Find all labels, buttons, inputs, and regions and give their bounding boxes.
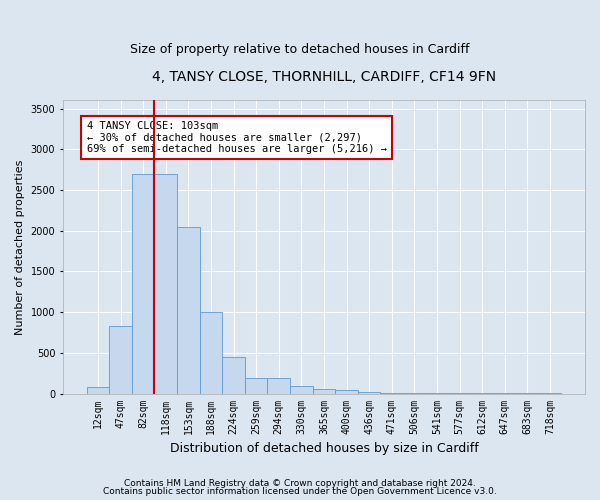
Bar (109, 326, 132, 394)
Bar (380, 392, 403, 394)
Bar (335, 390, 358, 394)
Bar (200, 312, 222, 394)
Bar (222, 357, 245, 394)
Bar (268, 378, 290, 394)
Bar (403, 393, 425, 394)
Bar (86, 388, 109, 394)
Bar (313, 389, 335, 394)
Bar (177, 226, 200, 394)
Y-axis label: Number of detached properties: Number of detached properties (15, 160, 25, 334)
Bar (290, 386, 313, 394)
Text: Contains public sector information licensed under the Open Government Licence v3: Contains public sector information licen… (103, 487, 497, 496)
Text: Size of property relative to detached houses in Cardiff: Size of property relative to detached ho… (130, 42, 470, 56)
Bar (154, 174, 177, 394)
Text: 4 TANSY CLOSE: 103sqm
← 30% of detached houses are smaller (2,297)
69% of semi-d: 4 TANSY CLOSE: 103sqm ← 30% of detached … (86, 121, 386, 154)
Title: 4, TANSY CLOSE, THORNHILL, CARDIFF, CF14 9FN: 4, TANSY CLOSE, THORNHILL, CARDIFF, CF14… (152, 70, 496, 84)
Text: Contains HM Land Registry data © Crown copyright and database right 2024.: Contains HM Land Registry data © Crown c… (124, 478, 476, 488)
Bar (358, 392, 380, 394)
X-axis label: Distribution of detached houses by size in Cardiff: Distribution of detached houses by size … (170, 442, 478, 455)
Bar (132, 174, 154, 394)
Bar (245, 378, 268, 394)
